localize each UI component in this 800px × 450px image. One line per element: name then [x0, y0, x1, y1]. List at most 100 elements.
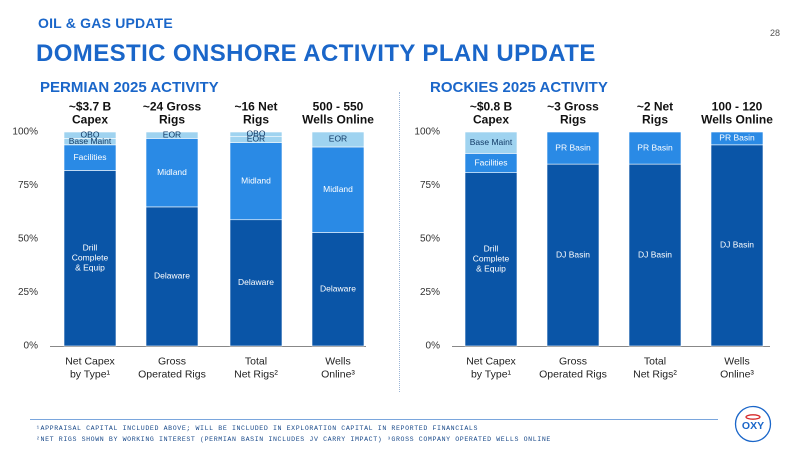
page-title: DOMESTIC ONSHORE ACTIVITY PLAN UPDATE: [36, 40, 596, 67]
permian-ytick-label: 75%: [18, 180, 38, 191]
permian-category-label: Wells: [325, 355, 350, 367]
rockies-ytick-label: 75%: [420, 180, 440, 191]
rockies-segment-label: Facilities: [474, 157, 507, 167]
permian-segment-label: Complete: [72, 253, 109, 263]
permian-bar-header: Rigs: [159, 113, 185, 127]
permian-segment-label: Delaware: [154, 271, 190, 281]
rockies-category-label: Operated Rigs: [539, 368, 607, 380]
permian-bar-header: Wells Online: [302, 113, 374, 127]
rockies-segment-label: Base Maint: [470, 137, 513, 147]
rockies-category-label: by Type¹: [471, 368, 512, 380]
permian-segment-label: Midland: [241, 175, 271, 185]
permian-bar-segment: [311, 131, 365, 148]
rockies-bar-segment: [464, 172, 518, 347]
panel-divider: [399, 92, 400, 392]
section-kicker: OIL & GAS UPDATE: [38, 15, 173, 31]
permian-segment-label: Drill: [83, 243, 98, 253]
rockies-segment-label: PR Basin: [637, 142, 673, 152]
rockies-bar-header: ~2 Net: [637, 100, 673, 114]
permian-bar-segment: [229, 219, 283, 347]
permian-segment-label: EOR: [247, 134, 265, 144]
permian-bar-header: Capex: [72, 113, 108, 127]
rockies-bar-segment: [628, 131, 682, 165]
permian-ytick-label: 0%: [24, 341, 39, 352]
rockies-ytick-label: 0%: [426, 341, 441, 352]
rockies-segment-label: Drill: [484, 244, 499, 254]
rockies-bar-header: ~3 Gross: [547, 100, 599, 114]
permian-category-label: by Type¹: [70, 368, 111, 380]
permian-segment-label: Midland: [323, 184, 353, 194]
rockies-segment-label: PR Basin: [555, 142, 591, 152]
permian-bar-segment: [311, 146, 365, 233]
permian-bar-segment: [145, 131, 199, 139]
rockies-segment-label: Complete: [473, 254, 510, 264]
rockies-bar-segment: [710, 131, 764, 146]
rockies-segment-label: DJ Basin: [720, 240, 754, 250]
rockies-section-title: ROCKIES 2025 ACTIVITY: [430, 79, 608, 96]
rockies-bar-header: ~$0.8 B: [470, 100, 513, 114]
permian-bar-segment: [145, 206, 199, 347]
permian-segment-label: Midland: [157, 167, 187, 177]
permian-bar-header: ~24 Gross: [143, 100, 202, 114]
permian-ytick-label: 25%: [18, 287, 38, 298]
footnote-rule: [30, 419, 718, 420]
permian-bar-segment: [311, 232, 365, 347]
rockies-category-label: Gross: [559, 355, 587, 367]
rockies-bar-header: Rigs: [560, 113, 586, 127]
permian-bar-header: Rigs: [243, 113, 269, 127]
permian-segment-label: Base Maint: [69, 136, 112, 146]
rockies-bar-header: Rigs: [642, 113, 668, 127]
permian-segment-label: Facilities: [73, 152, 106, 162]
rockies-category-label: Online³: [720, 368, 754, 380]
permian-bar-segment: [145, 138, 199, 208]
logo-text: OXY: [742, 420, 764, 432]
rockies-ytick-label: 25%: [420, 287, 440, 298]
rockies-category-label: Wells: [724, 355, 749, 367]
permian-bar-segment: [229, 142, 283, 221]
permian-bar-segment: [63, 170, 117, 347]
permian-bar-segment: [229, 131, 283, 137]
rockies-bar-segment: [628, 163, 682, 347]
rockies-bar-segment: [464, 131, 518, 154]
permian-segment-label: OBO: [81, 129, 100, 139]
rockies-bar-header: Capex: [473, 113, 509, 127]
permian-ytick-label: 50%: [18, 234, 38, 245]
permian-category-label: Total: [245, 355, 267, 367]
rockies-category-label: Net Rigs²: [633, 368, 677, 380]
rockies-bar-header: 100 - 120: [712, 100, 763, 114]
permian-category-label: Gross: [158, 355, 186, 367]
rockies-segment-label: DJ Basin: [556, 249, 590, 259]
permian-segment-label: OBO: [247, 128, 266, 138]
permian-segment-label: & Equip: [75, 263, 105, 273]
oxy-logo: OXY: [734, 405, 772, 443]
rockies-bar-segment: [546, 131, 600, 165]
permian-category-label: Online³: [321, 368, 355, 380]
permian-bar-header: ~16 Net: [234, 100, 277, 114]
permian-segment-label: EOR: [163, 129, 181, 139]
rockies-segment-label: & Equip: [476, 264, 506, 274]
permian-segment-label: Delaware: [320, 284, 356, 294]
permian-category-label: Operated Rigs: [138, 368, 206, 380]
rockies-bar-header: Wells Online: [701, 113, 773, 127]
page-number: 28: [769, 28, 780, 38]
rockies-segment-label: DJ Basin: [638, 249, 672, 259]
permian-section-title: PERMIAN 2025 ACTIVITY: [40, 79, 219, 96]
permian-category-label: Net Capex: [65, 355, 115, 367]
rockies-category-label: Total: [644, 355, 666, 367]
permian-bar-segment: [63, 144, 117, 171]
rockies-bar-segment: [710, 144, 764, 347]
footnote-2: ²NET RIGS SHOWN BY WORKING INTEREST (PER…: [36, 436, 551, 443]
rockies-ytick-label: 100%: [414, 127, 440, 138]
permian-ytick-label: 100%: [12, 127, 38, 138]
permian-bar-segment: [63, 131, 117, 139]
permian-segment-label: Delaware: [238, 277, 274, 287]
rockies-ytick-label: 50%: [420, 234, 440, 245]
footnote-1: ¹APPRAISAL CAPITAL INCLUDED ABOVE; WILL …: [36, 425, 479, 432]
permian-bar-header: 500 - 550: [313, 100, 364, 114]
rockies-category-label: Net Capex: [466, 355, 516, 367]
permian-segment-label: EOR: [329, 134, 347, 144]
rockies-bar-segment: [546, 163, 600, 347]
permian-category-label: Net Rigs²: [234, 368, 278, 380]
